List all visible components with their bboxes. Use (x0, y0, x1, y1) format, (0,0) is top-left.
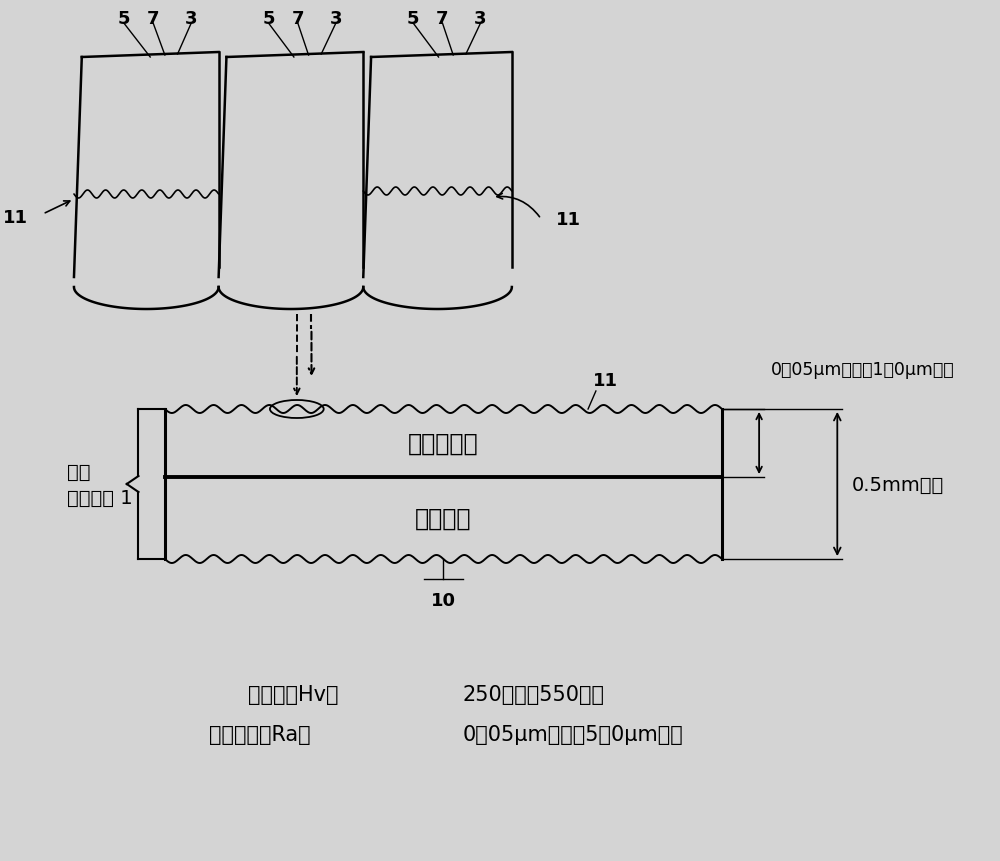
Text: 0．05μm以上而5．0μm以下: 0．05μm以上而5．0μm以下 (463, 724, 684, 744)
Text: 着色: 着色 (67, 462, 91, 481)
Text: 10: 10 (431, 592, 456, 610)
Text: 250以上而550以下: 250以上而550以下 (463, 684, 605, 704)
Text: 不锈钙板 1: 不锈钙板 1 (67, 488, 133, 507)
Text: 5: 5 (407, 10, 419, 28)
Text: 5: 5 (262, 10, 275, 28)
Text: 0．05μm以上而1．0μm以下: 0．05μm以上而1．0μm以下 (771, 361, 954, 379)
Text: 着色皮膜层: 着色皮膜层 (408, 431, 479, 455)
Text: 0.5mm以下: 0.5mm以下 (852, 475, 944, 494)
Text: 7: 7 (147, 10, 159, 28)
Text: 11: 11 (593, 372, 618, 389)
Text: 表面粗糙度Ra：: 表面粗糙度Ra： (209, 724, 310, 744)
Text: 7: 7 (436, 10, 449, 28)
Text: 不锈钙板: 不锈钙板 (415, 506, 472, 530)
Text: 5: 5 (118, 10, 130, 28)
Text: 11: 11 (3, 208, 28, 226)
Text: 3: 3 (330, 10, 342, 28)
Text: 7: 7 (292, 10, 304, 28)
Text: 3: 3 (474, 10, 487, 28)
Text: 3: 3 (185, 10, 198, 28)
Text: 11: 11 (556, 211, 581, 229)
Text: 维氏硬度Hv：: 维氏硬度Hv： (248, 684, 338, 704)
